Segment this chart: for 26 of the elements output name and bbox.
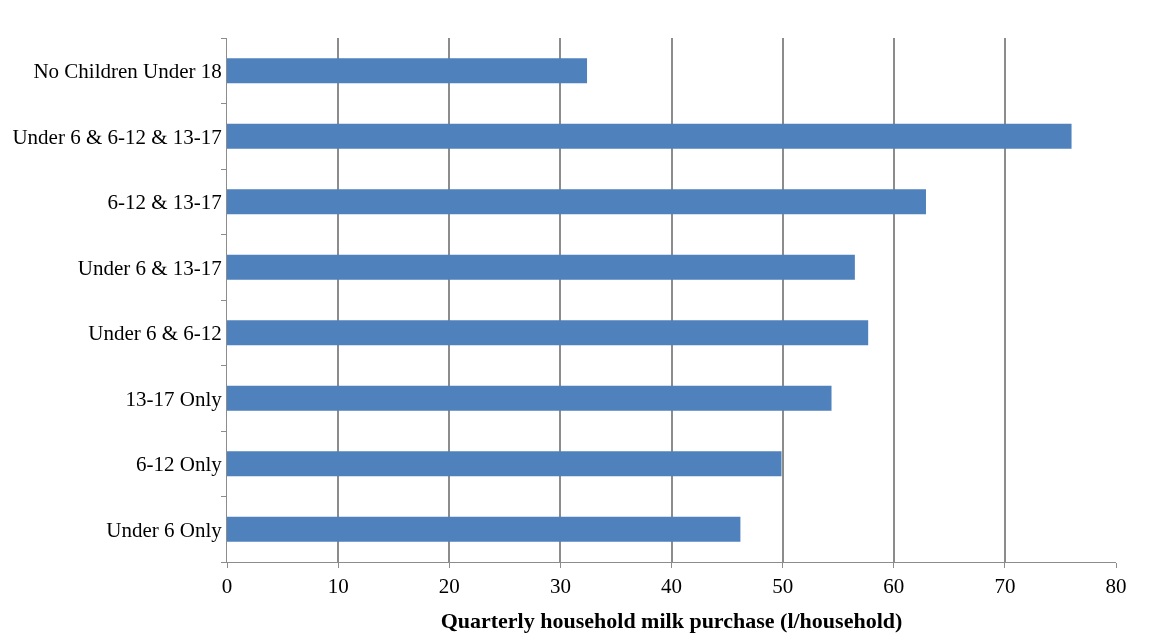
- y-tick-label: Under 6 & 13-17: [77, 255, 222, 280]
- x-tick-label: 80: [1105, 574, 1127, 599]
- bar: [227, 516, 741, 542]
- y-tick-label: No Children Under 18: [33, 59, 222, 84]
- x-tick-label: 30: [549, 574, 571, 599]
- y-tick-label: 13-17 Only: [125, 386, 223, 411]
- x-tick-label: 20: [438, 574, 460, 599]
- x-tick-label: 50: [772, 574, 794, 599]
- x-axis-title: Quarterly household milk purchase (l/household): [440, 608, 903, 634]
- x-tick-label: 40: [661, 574, 682, 599]
- x-tick-label: 70: [994, 574, 1016, 599]
- bar: [227, 58, 588, 84]
- bar: [227, 254, 855, 280]
- bar: [227, 123, 1072, 149]
- y-tick-label: 6-12 Only: [136, 452, 223, 477]
- bar: [227, 320, 869, 346]
- y-tick-label: Under 6 & 6-12: [88, 321, 222, 346]
- bar: [227, 451, 782, 477]
- bar: [227, 189, 926, 215]
- y-tick-label: 6-12 & 13-17: [107, 190, 222, 215]
- x-tick-label: 60: [883, 574, 905, 599]
- y-tick-label: Under 6 & 6-12 & 13-17: [12, 124, 222, 149]
- bar: [227, 385, 832, 411]
- x-tick-label: 10: [327, 574, 349, 599]
- y-tick-label: Under 6 Only: [106, 517, 223, 542]
- x-tick-label: 0: [221, 574, 233, 599]
